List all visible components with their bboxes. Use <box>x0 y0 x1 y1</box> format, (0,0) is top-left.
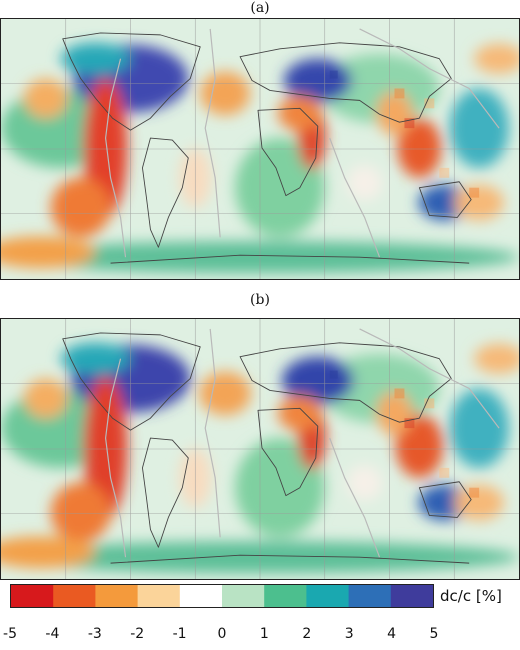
colorbar-tick-label: 1 <box>259 626 269 642</box>
map-panel-b <box>0 318 520 580</box>
colorbar-gradient <box>11 585 433 607</box>
colorbar-segment <box>179 585 223 607</box>
colorbar-tick-label: -2 <box>130 626 145 642</box>
colorbar-tick-label: -4 <box>45 626 60 642</box>
colorbar-segment <box>390 585 433 607</box>
colorbar-tick-label: 3 <box>344 626 354 642</box>
panel-b-label: (b) <box>250 292 270 308</box>
colorbar-tick-label: -3 <box>87 626 102 642</box>
colorbar-tick-label: 2 <box>302 626 312 642</box>
velocity-anomaly-map-b <box>1 319 519 579</box>
colorbar-tick-label: 0 <box>217 626 227 642</box>
velocity-anomaly-map-a <box>1 19 519 279</box>
colorbar-segment <box>137 585 181 607</box>
colorbar-tick-label: 5 <box>429 626 439 642</box>
colorbar-segment <box>264 585 307 607</box>
colorbar-segment <box>306 585 350 607</box>
map-panel-a <box>0 18 520 280</box>
colorbar-segment <box>95 585 139 607</box>
panel-a-label: (a) <box>250 0 270 16</box>
colorbar-label: dc/c [%] <box>440 587 502 605</box>
colorbar-tick-label: -1 <box>172 626 187 642</box>
colorbar-tick-label: 4 <box>387 626 397 642</box>
colorbar-segment <box>222 585 265 607</box>
colorbar-segment <box>11 585 54 607</box>
colorbar-tick-label: -5 <box>3 626 17 642</box>
colorbar-segment <box>53 585 96 607</box>
colorbar-segment <box>348 585 392 607</box>
colorbar <box>10 584 434 608</box>
